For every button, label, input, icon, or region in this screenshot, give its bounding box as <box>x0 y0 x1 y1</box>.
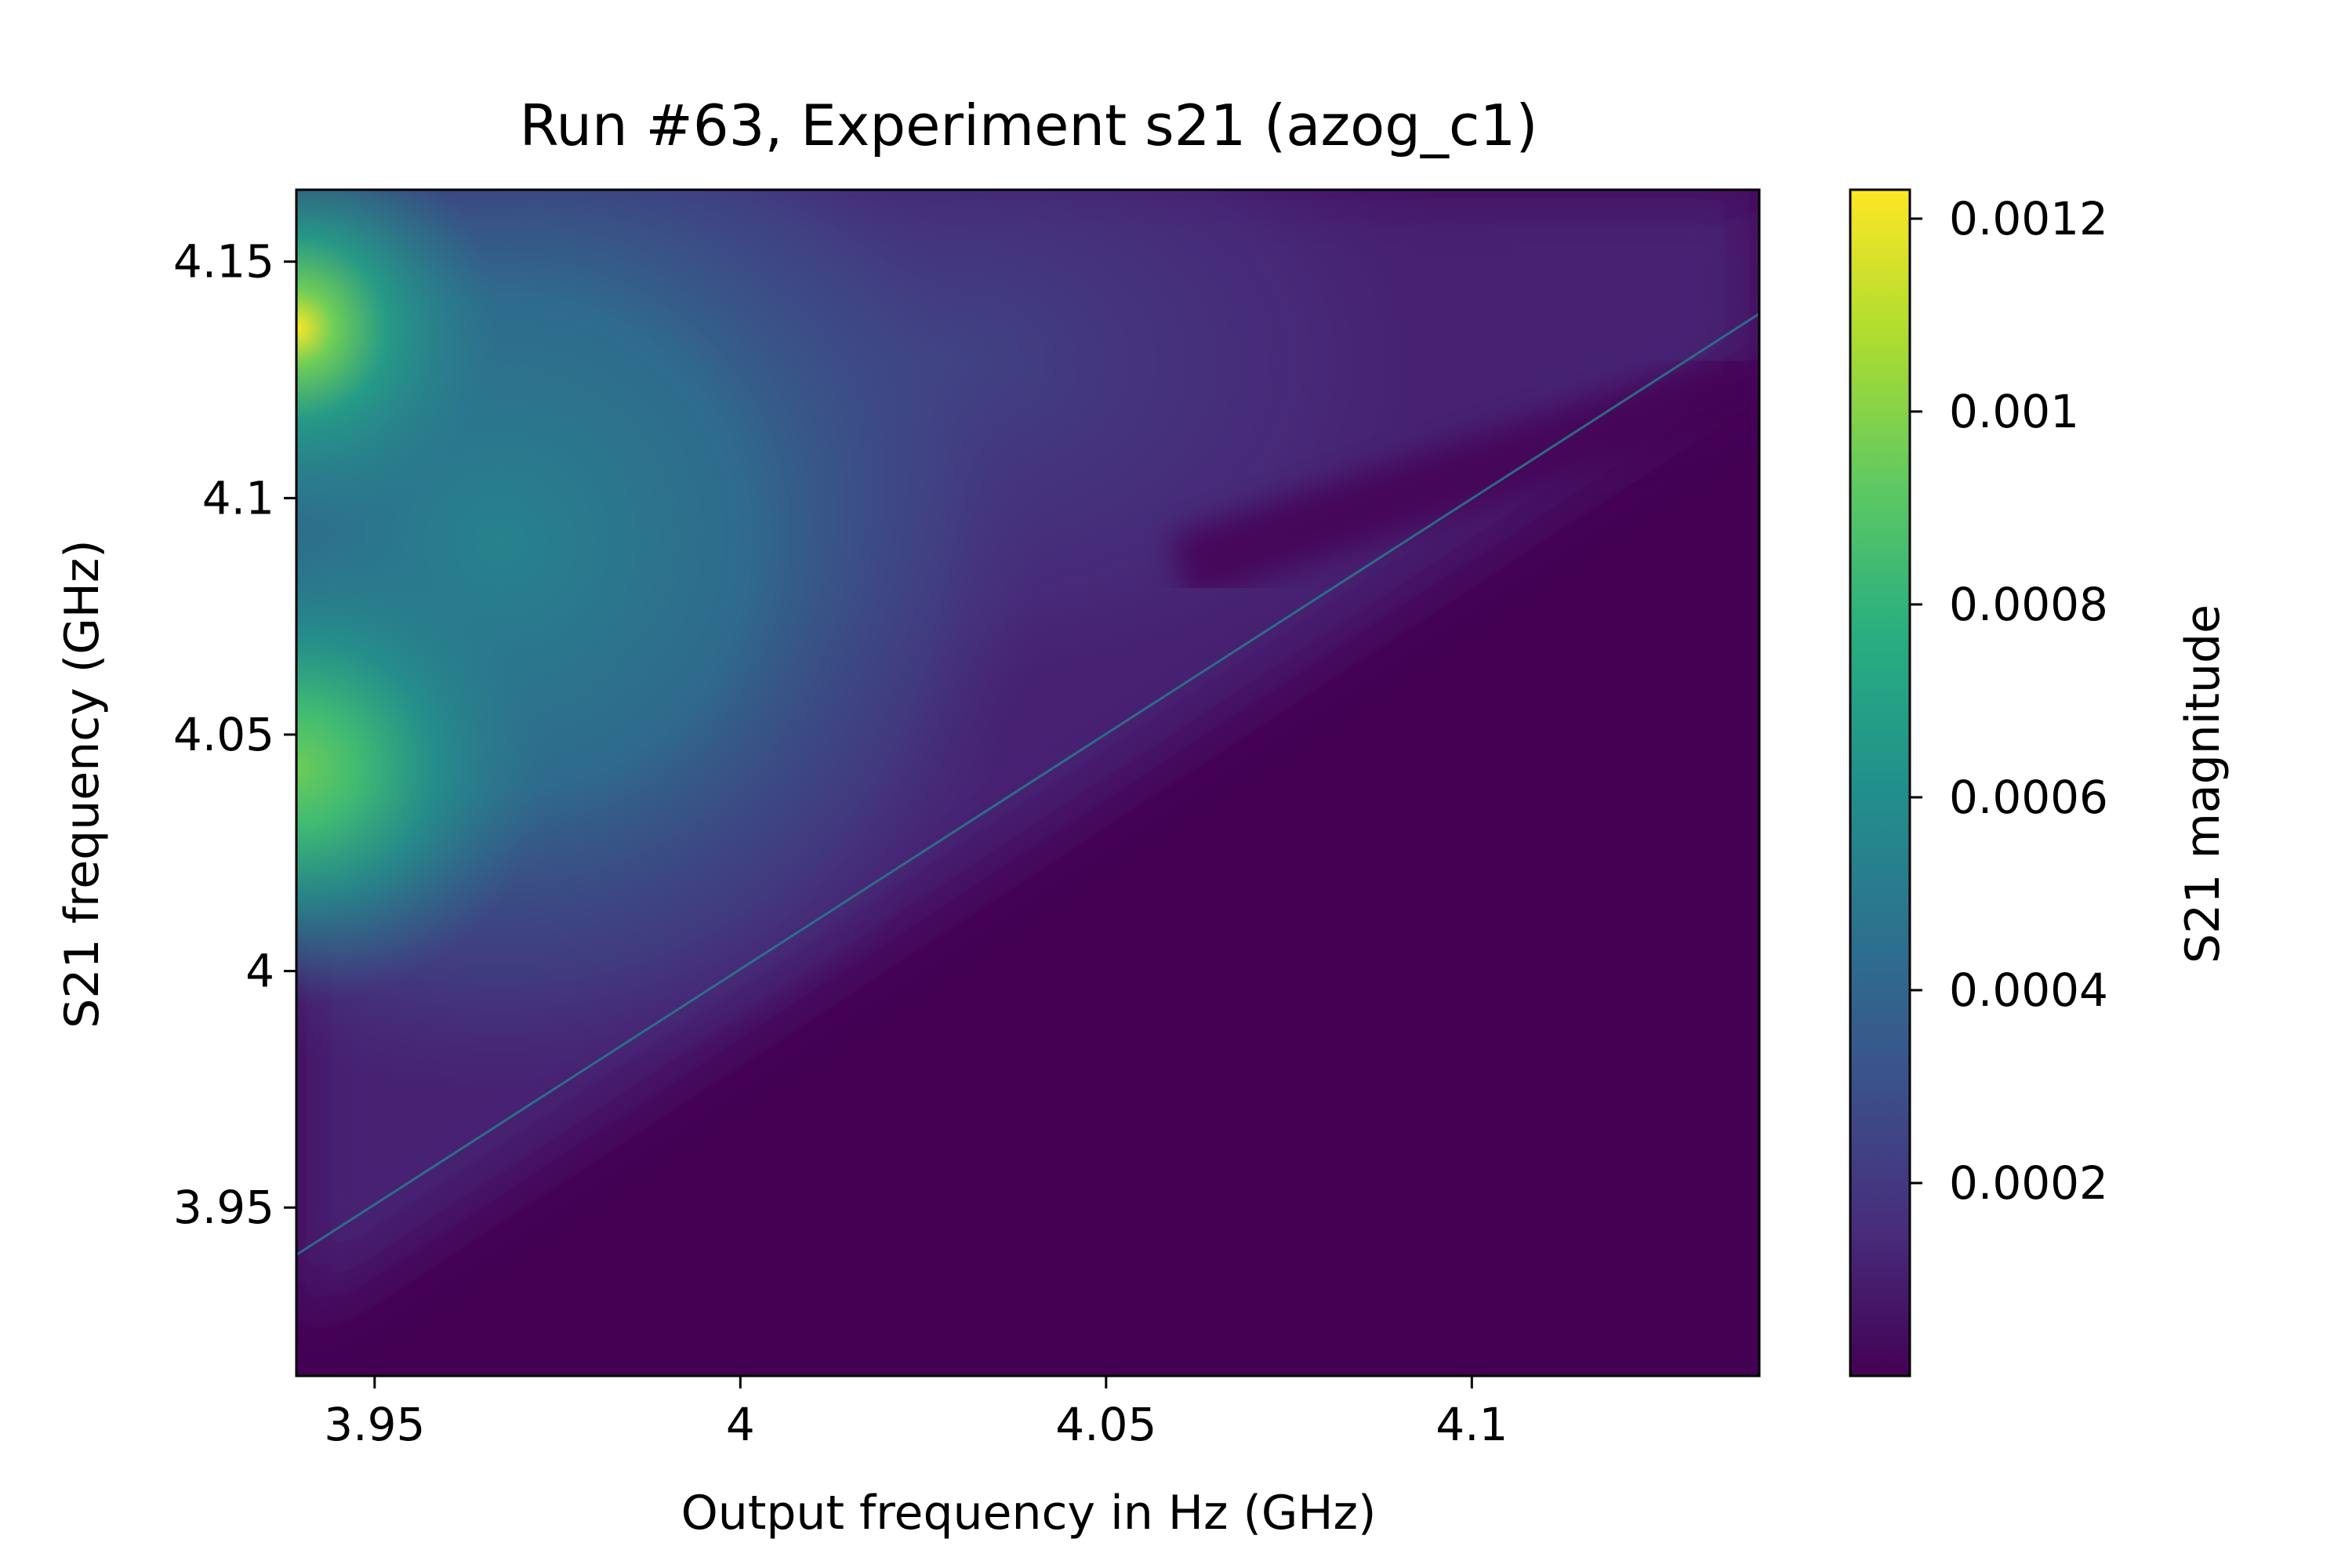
x-tick-label: 4.1 <box>1436 1398 1508 1451</box>
y-tick-label: 3.95 <box>173 1181 274 1234</box>
y-tick-label: 4 <box>245 945 274 998</box>
y-axis-ticks: 3.95 4 4.05 4.1 4.15 <box>173 235 296 1234</box>
colorbar-tick-label: 0.0004 <box>1949 964 2108 1017</box>
heatmap-peak-lower <box>296 532 547 1004</box>
y-tick-label: 4.1 <box>202 471 274 524</box>
y-axis-label: S21 frequency (GHz) <box>55 539 110 1028</box>
colorbar-label: S21 magnitude <box>2176 604 2230 964</box>
heatmap-peak-upper <box>296 190 500 532</box>
x-axis-ticks: 3.95 4 4.05 4.1 <box>324 1376 1508 1451</box>
y-tick-label: 4.05 <box>173 708 274 761</box>
chart-title: Run #63, Experiment s21 (azog_c1) <box>520 93 1538 158</box>
heatmap-diagonal-line <box>296 312 1759 1256</box>
y-tick-label: 4.15 <box>173 235 274 289</box>
colorbar-frame <box>1849 188 1911 1377</box>
colorbar-tick-label: 0.0008 <box>1949 578 2108 631</box>
colorbar-tick-label: 0.001 <box>1949 385 2079 438</box>
heatmap <box>296 190 1759 1376</box>
colorbar <box>1850 190 1910 1376</box>
colorbar-ticks: 0.0002 0.0004 0.0006 0.0008 0.001 0.0012 <box>1910 192 2108 1210</box>
colorbar-tick-label: 0.0012 <box>1949 192 2108 245</box>
heatmap-dark-band <box>1168 346 1759 603</box>
x-tick-label: 4 <box>726 1398 755 1451</box>
x-axis-label: Output frequency in Hz (GHz) <box>681 1486 1377 1541</box>
colorbar-tick-label: 0.0006 <box>1949 771 2108 824</box>
colorbar-tick-label: 0.0002 <box>1949 1156 2108 1210</box>
x-tick-label: 4.05 <box>1055 1398 1156 1451</box>
x-tick-label: 3.95 <box>324 1398 425 1451</box>
plot-frame <box>295 188 1761 1377</box>
